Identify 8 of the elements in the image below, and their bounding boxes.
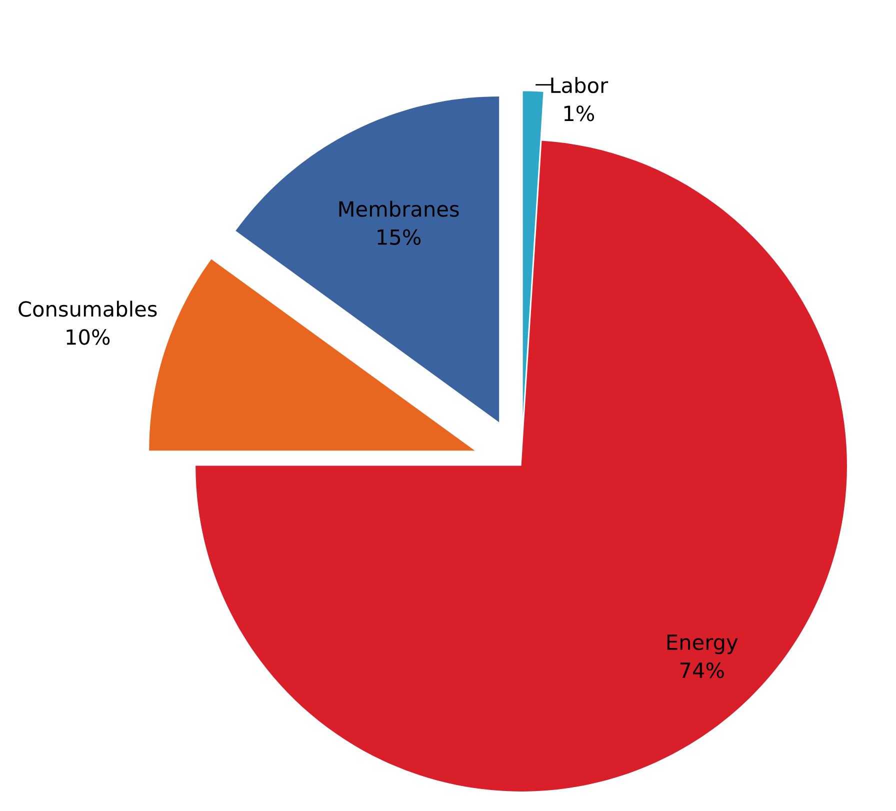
data-label: 74% — [680, 662, 724, 678]
slice-label: Consumables — [18, 300, 157, 317]
slice-label: Energy — [667, 634, 738, 654]
slice-label: Membranes — [339, 200, 459, 217]
slice-label: Labor — [551, 77, 608, 94]
data-label: 10% — [66, 329, 110, 345]
data-label: 1% — [564, 105, 594, 122]
data-label: 15% — [378, 229, 421, 245]
